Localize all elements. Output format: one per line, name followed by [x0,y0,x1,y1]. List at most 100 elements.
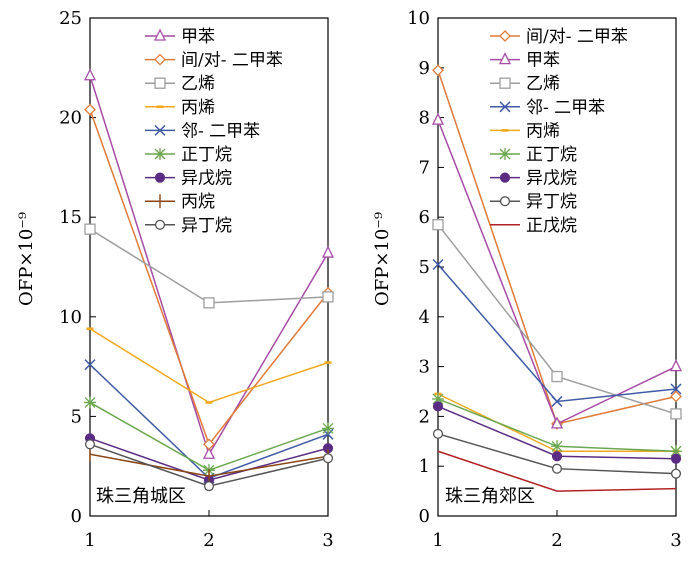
data-point [551,440,563,453]
y-tick-label: 15 [59,207,82,228]
legend-label: 丙烯 [181,98,215,118]
legend-marker [499,77,511,89]
data-point [84,396,96,409]
y-axis-label: OFP×10⁻⁹ [16,212,37,306]
legend-label: 异戊烷 [181,169,232,189]
legend-label: 邻- 二甲苯 [181,121,260,141]
legend-label: 正丁烷 [181,145,232,165]
data-point [670,390,682,403]
legend-label: 异戊烷 [526,169,577,189]
legend-marker [499,172,511,183]
series-line [437,450,677,492]
y-tick-label: 10 [59,307,82,328]
y-tick-label: 0 [419,506,430,527]
data-point [203,438,215,451]
data-point [670,468,682,479]
data-point [432,258,444,271]
legend-marker [154,219,166,230]
panel-label: 珠三角郊区 [445,486,535,507]
legend-label: 间/对- 二甲苯 [181,51,283,71]
legend-label: 正丁烷 [526,145,577,165]
data-point [432,392,444,405]
data-point [551,463,563,474]
data-point [551,451,563,462]
legend-marker [154,148,166,160]
y-tick-label: 10 [407,8,430,29]
x-tick-label: 2 [203,530,214,551]
data-point [669,359,683,372]
data-point [322,453,334,464]
y-tick-label: 0 [71,506,82,527]
y-tick-label: 4 [419,307,430,328]
x-tick-label: 1 [432,530,443,551]
data-point [670,408,682,420]
data-point [432,428,444,439]
data-point [203,481,215,492]
data-point [551,395,563,407]
legend-marker [499,30,511,42]
y-tick-label: 6 [419,207,430,228]
y-tick-label: 1 [419,456,430,477]
data-point [203,297,215,309]
legend-label: 丙烯 [526,121,560,141]
legend-label: 正戊烷 [526,216,577,236]
data-point [84,223,96,235]
data-point [432,219,444,231]
data-point [321,245,335,258]
legend-marker [153,28,167,41]
y-tick-label: 20 [59,108,82,129]
data-point [551,370,563,383]
legend-label: 乙烯 [526,74,560,94]
data-point [84,103,96,116]
data-point [322,291,334,303]
series-line [437,224,677,415]
legend-label: 甲苯 [181,27,215,47]
panel-label: 珠三角城区 [96,486,186,507]
y-tick-label: 5 [71,406,82,427]
legend-marker [154,77,166,89]
series-line [89,401,329,472]
legend-label: 丙烷 [181,192,215,212]
y-tick-label: 5 [419,257,430,278]
y-axis-label: OFP×10⁻⁹ [372,212,393,306]
data-point [432,401,444,412]
data-point [550,416,564,429]
data-point [670,453,682,464]
data-point [84,359,96,371]
data-point [670,445,682,458]
legend-marker [499,101,511,113]
series-line [89,328,329,404]
data-point [431,112,445,125]
data-point [432,64,444,77]
y-tick-label: 9 [419,58,430,79]
legend-label: 甲苯 [526,51,560,71]
x-tick-label: 2 [551,530,562,551]
y-tick-label: 8 [419,108,430,129]
legend-label: 异丁烷 [526,192,577,212]
legend-marker [498,52,512,65]
x-tick-label: 3 [322,530,333,551]
legend-label: 邻- 二甲苯 [526,98,605,118]
legend-marker [154,53,166,66]
legend-label: 异丁烷 [181,216,232,236]
legend-label: 乙烯 [181,74,215,94]
series-line [89,228,329,304]
data-point [84,439,96,450]
y-tick-label: 3 [419,357,430,378]
data-point [670,383,682,395]
legend-marker [499,148,511,160]
legend-marker [499,196,511,207]
data-point [83,68,97,81]
x-tick-label: 1 [84,530,95,551]
data-point [322,422,334,435]
y-tick-label: 25 [59,8,82,29]
y-tick-label: 2 [419,406,430,427]
data-point [202,446,216,459]
y-tick-label: 7 [419,157,430,178]
legend-marker [154,124,166,136]
x-tick-label: 3 [670,530,681,551]
legend-label: 间/对- 二甲苯 [526,27,628,47]
